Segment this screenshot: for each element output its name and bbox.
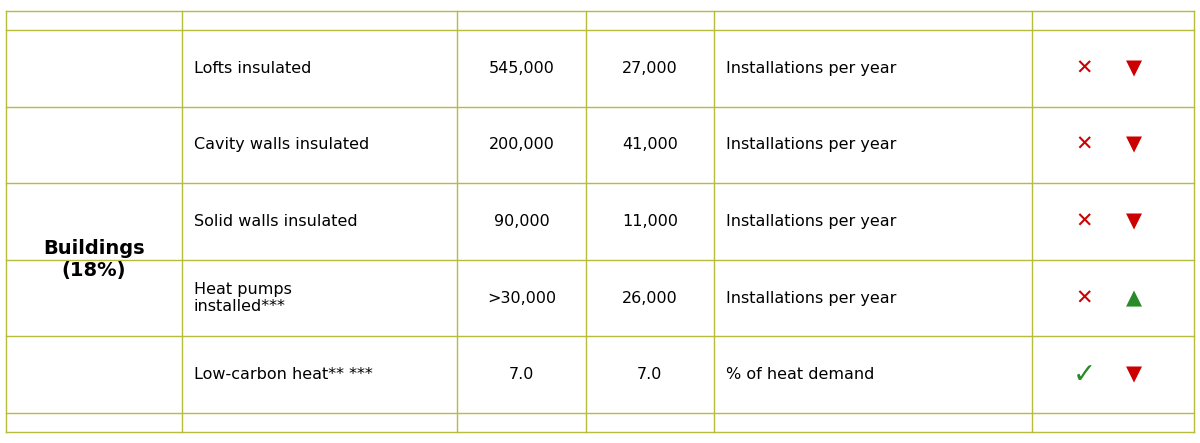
Text: 200,000: 200,000 — [488, 137, 554, 152]
Text: ▼: ▼ — [1127, 135, 1142, 155]
Text: Installations per year: Installations per year — [726, 214, 896, 229]
Text: Buildings
(18%): Buildings (18%) — [43, 239, 145, 280]
Text: % of heat demand: % of heat demand — [726, 367, 875, 382]
Text: ▼: ▼ — [1127, 211, 1142, 232]
Text: ✓: ✓ — [1073, 361, 1096, 389]
Text: Installations per year: Installations per year — [726, 291, 896, 306]
Text: 545,000: 545,000 — [488, 61, 554, 76]
Text: 41,000: 41,000 — [622, 137, 678, 152]
Text: 7.0: 7.0 — [509, 367, 534, 382]
Text: 7.0: 7.0 — [637, 367, 662, 382]
Text: Solid walls insulated: Solid walls insulated — [194, 214, 358, 229]
Text: ✕: ✕ — [1075, 135, 1093, 155]
Text: 27,000: 27,000 — [622, 61, 678, 76]
Text: Low-carbon heat** ***: Low-carbon heat** *** — [194, 367, 372, 382]
Text: >30,000: >30,000 — [487, 291, 556, 306]
Text: Heat pumps
installed***: Heat pumps installed*** — [194, 282, 292, 314]
Text: 26,000: 26,000 — [622, 291, 678, 306]
Text: ▼: ▼ — [1127, 365, 1142, 385]
Text: ✕: ✕ — [1075, 288, 1093, 308]
Text: ▲: ▲ — [1127, 288, 1142, 308]
Text: ✕: ✕ — [1075, 211, 1093, 232]
Text: Cavity walls insulated: Cavity walls insulated — [194, 137, 370, 152]
Text: ✕: ✕ — [1075, 58, 1093, 78]
Text: ▼: ▼ — [1127, 58, 1142, 78]
Text: Installations per year: Installations per year — [726, 61, 896, 76]
Text: 90,000: 90,000 — [493, 214, 550, 229]
Text: Installations per year: Installations per year — [726, 137, 896, 152]
Text: Lofts insulated: Lofts insulated — [194, 61, 311, 76]
Text: 11,000: 11,000 — [622, 214, 678, 229]
